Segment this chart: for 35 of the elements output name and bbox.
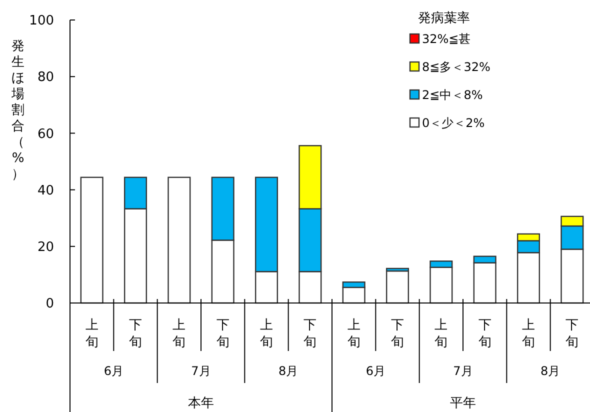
x-tick-label: 上旬 bbox=[172, 318, 186, 350]
legend-label: 32%≦甚 bbox=[422, 32, 471, 46]
x-tick-label: 上旬 bbox=[347, 318, 360, 350]
y-tick-label: 40 bbox=[37, 183, 54, 198]
bar bbox=[386, 270, 410, 304]
text: 7月 bbox=[191, 364, 211, 378]
text: 6月 bbox=[366, 364, 386, 378]
text: 本年 bbox=[188, 396, 214, 411]
x-tick-label: 下旬 bbox=[216, 318, 230, 350]
text: 発生ほ場割合（%） bbox=[12, 39, 24, 182]
text: 6月 bbox=[104, 364, 124, 378]
bar bbox=[80, 176, 104, 304]
text: 7月 bbox=[453, 364, 473, 378]
x-tick-label: 下旬 bbox=[304, 318, 317, 350]
x-tick-label: 上旬 bbox=[260, 318, 273, 350]
text: 平年 bbox=[450, 396, 476, 411]
y-tick-label: 0 bbox=[46, 296, 54, 312]
x-tick-label: 下旬 bbox=[129, 318, 142, 350]
legend-title: 発病葉率 bbox=[418, 10, 470, 26]
x-tick-label: 下旬 bbox=[478, 318, 492, 350]
x-tick-label: 上旬 bbox=[522, 318, 535, 350]
y-tick-label: 60 bbox=[37, 126, 54, 142]
x-tick-label: 下旬 bbox=[566, 318, 579, 350]
legend-label: 0＜少＜2% bbox=[422, 116, 485, 130]
x-tick-label: 下旬 bbox=[391, 318, 404, 350]
text: 8月 bbox=[540, 364, 560, 378]
y-tick-label: 100 bbox=[29, 14, 54, 29]
legend-label: 2≦中＜8% bbox=[422, 88, 483, 102]
text: 8月 bbox=[278, 364, 298, 378]
legend-label: 8≦多＜32% bbox=[422, 60, 490, 74]
bar bbox=[168, 176, 191, 304]
y-tick-label: 20 bbox=[37, 240, 54, 255]
y-tick-label: 80 bbox=[37, 70, 54, 86]
x-tick-label: 上旬 bbox=[434, 318, 448, 350]
x-tick-label: 上旬 bbox=[85, 318, 98, 350]
